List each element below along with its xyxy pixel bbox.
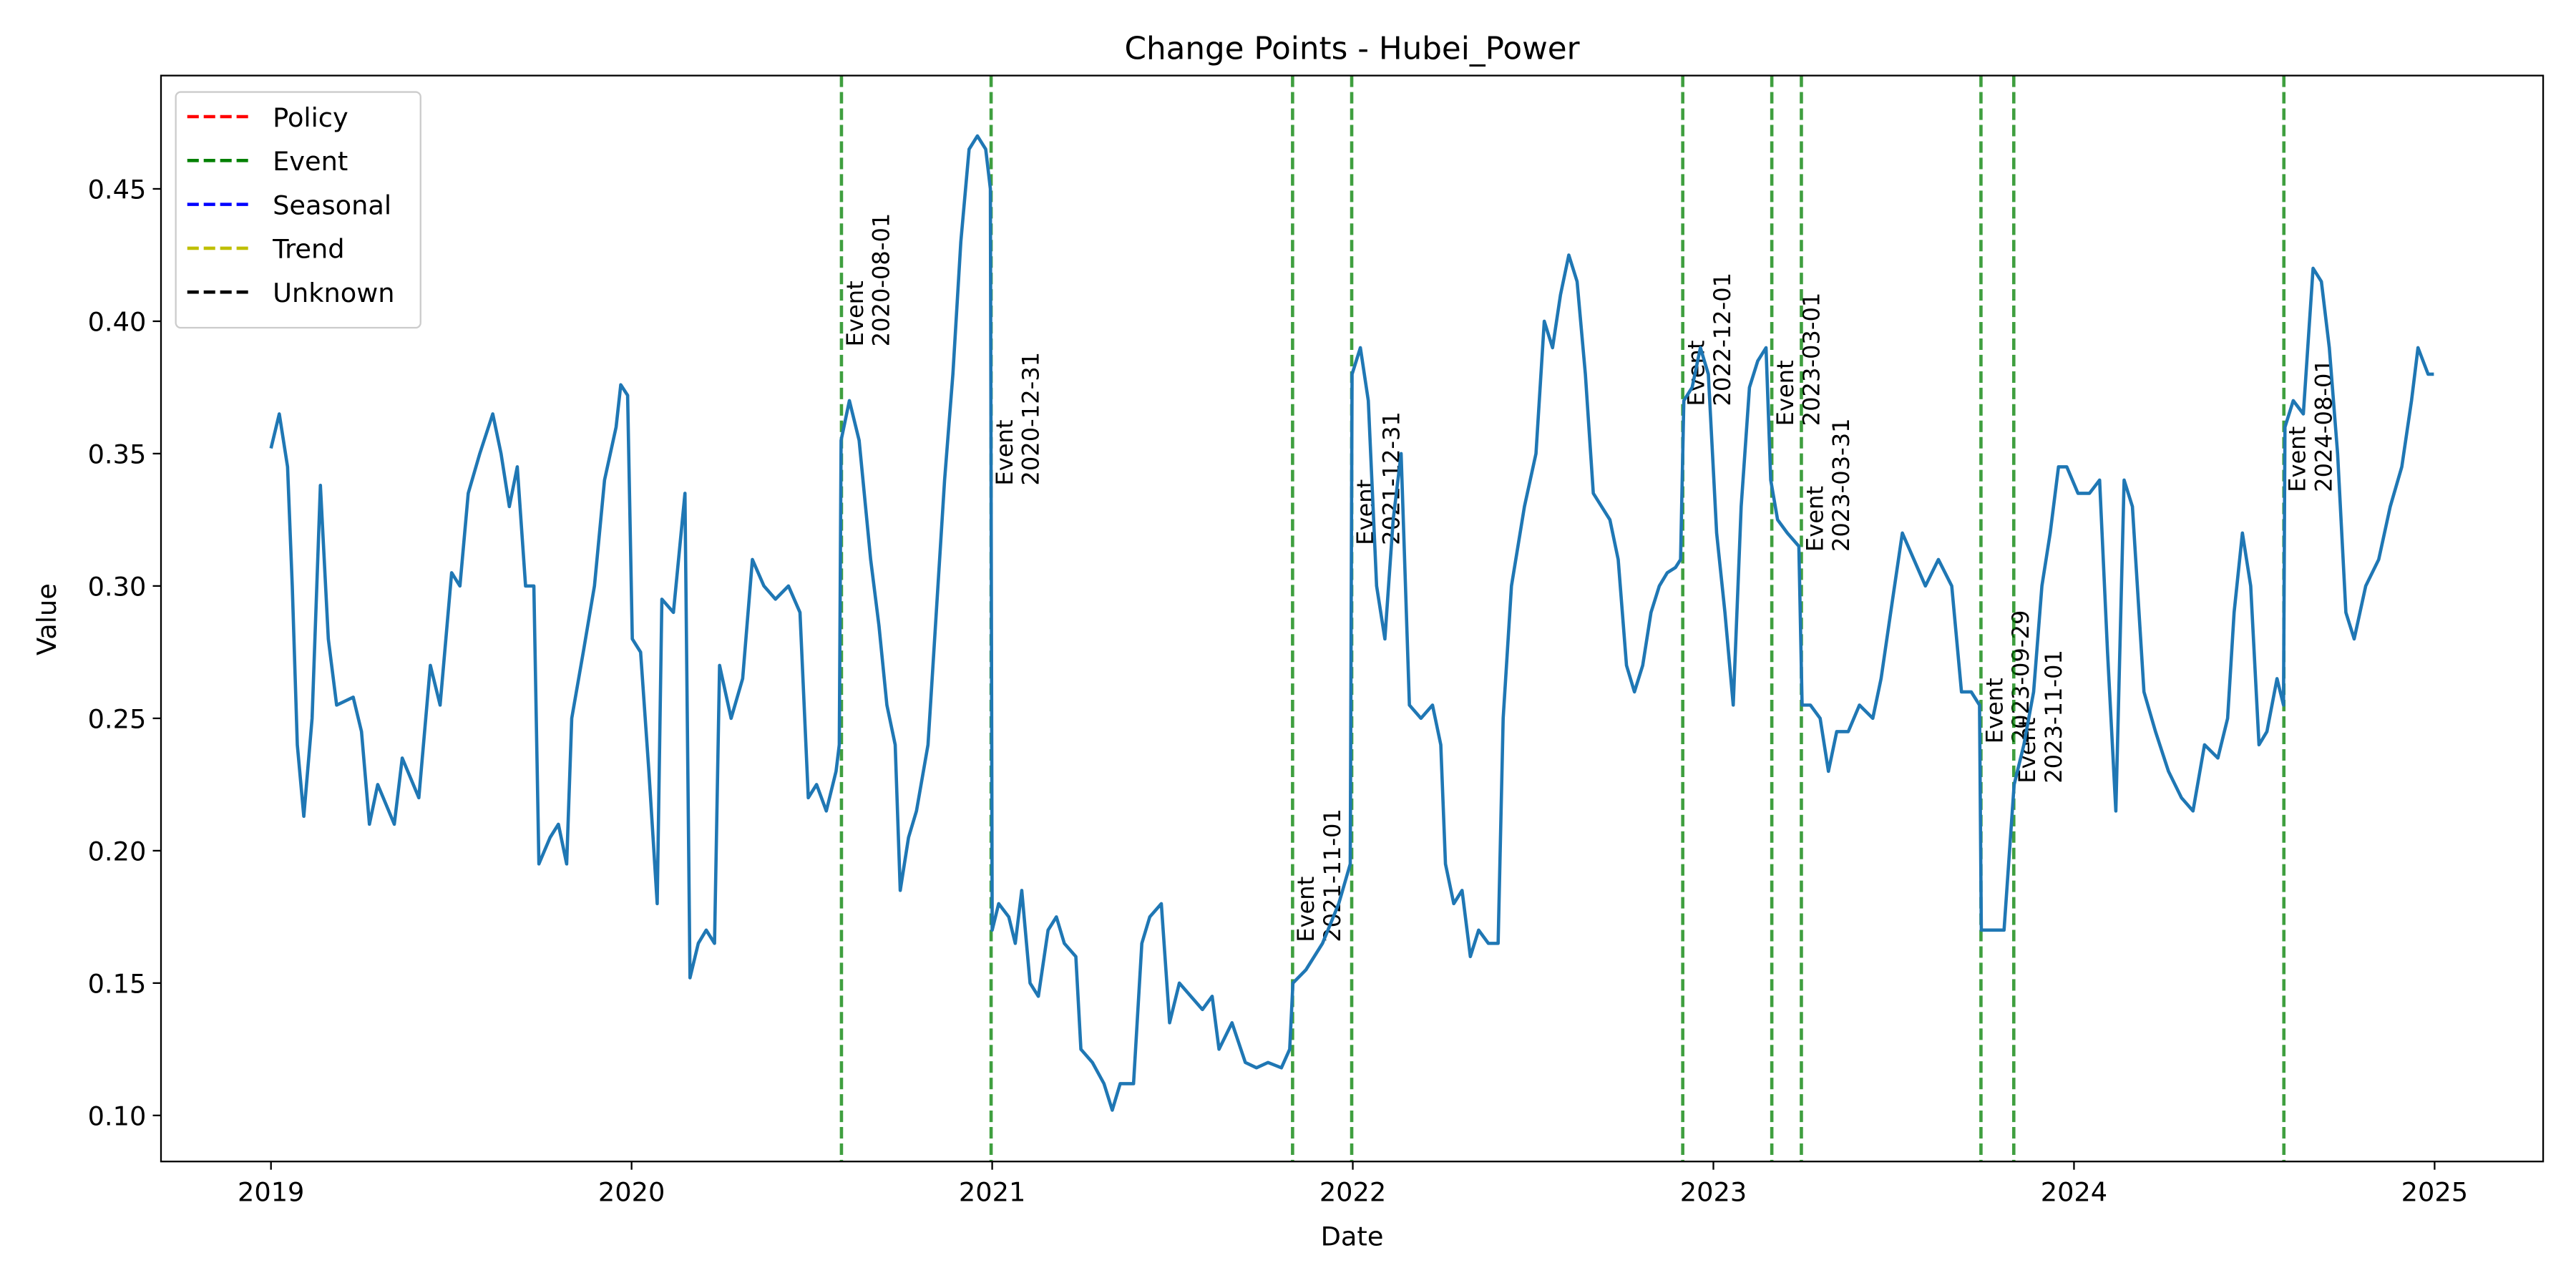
- y-tick-label: 0.25: [88, 704, 147, 735]
- x-tick-label: 2025: [2401, 1176, 2468, 1207]
- x-tick-label: 2021: [959, 1176, 1025, 1207]
- chart-title: Change Points - Hubei_Power: [1125, 31, 1580, 67]
- legend-label: Event: [273, 146, 348, 177]
- legend-label: Unknown: [273, 278, 394, 308]
- x-tick-label: 2022: [1319, 1176, 1386, 1207]
- y-tick-label: 0.20: [88, 836, 147, 867]
- data-line: [269, 134, 2434, 1112]
- legend-label: Trend: [272, 234, 345, 265]
- y-tick-label: 0.40: [88, 307, 147, 338]
- y-tick-label: 0.10: [88, 1101, 147, 1132]
- change-point-type: Event: [991, 420, 1018, 486]
- y-tick-label: 0.35: [88, 439, 147, 470]
- change-point-type: Event: [841, 280, 869, 346]
- plot-frame: [160, 74, 2545, 1163]
- change-point-type: Event: [1981, 678, 2008, 743]
- change-point-type: Event: [1772, 360, 1799, 426]
- y-axis-label: Value: [31, 583, 62, 655]
- change-point-date: 2022-12-01: [1709, 273, 1736, 406]
- x-axis-label: Date: [1321, 1221, 1384, 1252]
- legend-box: [175, 91, 421, 329]
- x-tick-label: 2023: [1680, 1176, 1747, 1207]
- y-tick-label: 0.15: [88, 969, 147, 1000]
- legend-label: Seasonal: [273, 190, 391, 220]
- x-tick-label: 2020: [598, 1176, 665, 1207]
- legend-label: Policy: [273, 102, 348, 133]
- change-point-type: Event: [1292, 877, 1319, 942]
- x-tick-label: 2024: [2041, 1176, 2107, 1207]
- change-point-date: 2020-12-31: [1018, 352, 1045, 486]
- change-point-type: Event: [2284, 426, 2311, 492]
- change-point-type: Event: [1801, 486, 1828, 552]
- change-point-date: 2023-11-01: [2040, 650, 2067, 784]
- y-tick-label: 0.30: [88, 572, 147, 602]
- y-tick-label: 0.45: [88, 175, 147, 205]
- x-tick-label: 2019: [238, 1176, 304, 1207]
- change-point-date: 2020-08-01: [868, 213, 895, 347]
- change-point-date: 2023-03-31: [1828, 418, 1855, 552]
